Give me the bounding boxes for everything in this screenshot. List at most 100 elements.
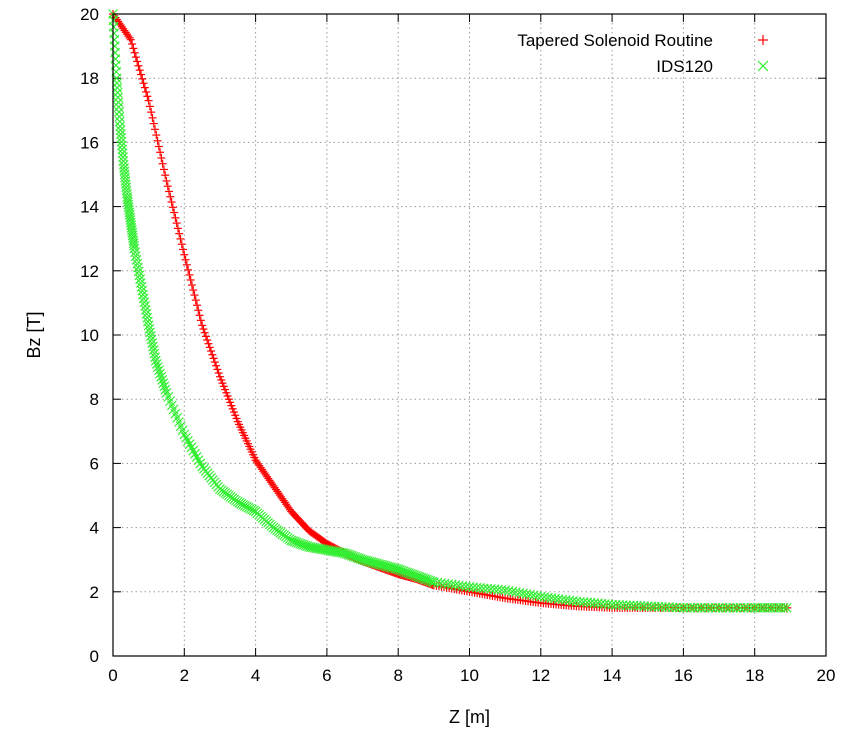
data-point [423, 575, 434, 586]
data-point [175, 229, 184, 238]
data-point [341, 548, 352, 559]
data-point [125, 33, 134, 42]
data-point [692, 602, 703, 613]
data-point [194, 306, 203, 315]
data-point [138, 293, 149, 304]
data-point [778, 602, 789, 613]
y-tick-label: 2 [90, 583, 99, 602]
data-point [129, 243, 140, 254]
data-point [395, 565, 405, 575]
data-point [133, 262, 143, 273]
data-point [167, 198, 176, 207]
data-point [116, 132, 127, 143]
data-point [286, 535, 297, 546]
data-point [742, 602, 753, 613]
data-point [147, 108, 156, 117]
data-point [728, 602, 739, 613]
data-point [288, 536, 298, 547]
data-point [400, 566, 411, 577]
data-point [213, 365, 222, 374]
data-point [208, 350, 217, 359]
data-point [179, 429, 190, 440]
x-tick-label: 0 [108, 666, 117, 685]
data-point [343, 549, 354, 560]
data-point [721, 602, 732, 613]
data-point [156, 371, 167, 382]
data-point [199, 325, 208, 334]
data-point [685, 602, 696, 613]
y-tick-label: 18 [80, 69, 99, 88]
legend-label: IDS120 [656, 57, 713, 76]
data-point [113, 97, 124, 108]
data-point [188, 445, 199, 456]
data-point [184, 439, 195, 450]
data-point [703, 602, 714, 613]
y-tick-label: 12 [80, 262, 99, 281]
data-point [116, 136, 127, 147]
data-point [128, 40, 137, 49]
data-point [153, 136, 162, 145]
data-point [731, 602, 742, 613]
data-point [152, 131, 161, 140]
data-point [338, 548, 348, 558]
data-point [196, 316, 205, 325]
axis-ticks [112, 13, 827, 657]
data-point [699, 602, 710, 613]
data-point [176, 234, 185, 243]
data-point [134, 270, 145, 281]
data-point [209, 354, 218, 363]
data-point [113, 102, 124, 113]
x-tick-label: 6 [322, 666, 331, 685]
data-point [724, 602, 735, 613]
y-tick-label: 6 [90, 454, 99, 473]
plot-series [108, 9, 792, 613]
data-point [186, 275, 195, 284]
x-tick-label: 18 [745, 666, 764, 685]
data-point [717, 602, 728, 613]
data-point [130, 251, 141, 261]
data-point [112, 87, 123, 98]
data-point [159, 165, 168, 174]
data-point [186, 442, 197, 453]
data-point [139, 297, 150, 308]
data-point [411, 570, 421, 581]
series-tapered-solenoid-routine [109, 10, 792, 613]
data-point [151, 125, 160, 134]
legend-label: Tapered Solenoid Routine [517, 31, 713, 50]
data-point [140, 305, 151, 315]
data-point [138, 289, 148, 300]
data-point [154, 142, 163, 151]
data-point [200, 328, 209, 337]
data-point [409, 570, 420, 581]
data-point [291, 537, 302, 548]
data-point [117, 148, 128, 159]
data-point [739, 602, 749, 613]
data-point [193, 455, 204, 466]
y-axis-label: Bz [T] [24, 311, 44, 358]
data-point [149, 119, 158, 128]
data-point [179, 245, 188, 254]
data-point [212, 361, 221, 370]
data-point [781, 602, 792, 613]
data-point [131, 53, 140, 62]
data-point [346, 550, 357, 561]
data-point [354, 553, 364, 564]
data-point [165, 187, 174, 196]
data-point [189, 286, 198, 295]
data-point [142, 87, 151, 96]
x-tick-label: 12 [531, 666, 550, 685]
data-point [297, 539, 307, 550]
plot-frame [112, 13, 827, 657]
data-point [345, 550, 355, 561]
data-point [182, 436, 193, 446]
x-tick-label: 10 [460, 666, 479, 685]
data-point [191, 296, 200, 305]
data-point [116, 140, 127, 151]
y-tick-label: 4 [90, 519, 99, 538]
data-point [132, 258, 143, 269]
data-point [300, 540, 311, 551]
data-point [204, 339, 213, 348]
data-point [135, 66, 144, 75]
data-point [150, 355, 161, 366]
data-point [163, 182, 172, 191]
